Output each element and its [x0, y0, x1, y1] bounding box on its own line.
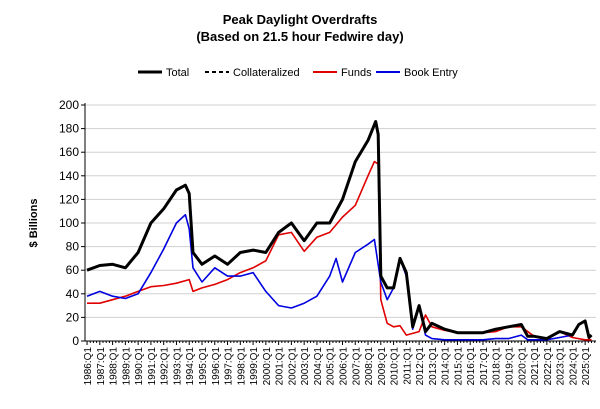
y-tick-label: 0 [72, 334, 79, 348]
x-tick-label: 1998:Q1 [236, 347, 247, 386]
x-tick-label: 2025:Q1 [581, 347, 592, 386]
x-tick-label: 2012:Q1 [415, 347, 426, 386]
chart-title: Peak Daylight Overdrafts [223, 12, 378, 27]
x-tick-label: 2019:Q1 [505, 347, 516, 386]
legend-label: Funds [341, 67, 372, 79]
y-tick-label: 20 [66, 310, 80, 324]
legend-label: Collateralized [233, 67, 300, 79]
x-tick-label: 2024:Q1 [568, 347, 579, 386]
x-tick-label: 2017:Q1 [479, 347, 490, 386]
series-line-total [86, 120, 593, 341]
x-tick-label: 1991:Q1 [147, 347, 158, 386]
x-tick-label: 1986:Q1 [83, 347, 94, 386]
x-tick-label: 2022:Q1 [543, 347, 554, 386]
x-tick-label: 1987:Q1 [96, 347, 107, 386]
series-lines [86, 120, 593, 341]
x-tick-label: 2020:Q1 [517, 347, 528, 386]
y-axis: 0 20 40 60 80 100 120 140 160 180 200 [59, 98, 86, 348]
x-tick-label: 2003:Q1 [300, 347, 311, 386]
x-tick-label: 2014:Q1 [441, 347, 452, 386]
x-tick-label: 1990:Q1 [134, 347, 145, 386]
x-tick-label: 1997:Q1 [224, 347, 235, 386]
x-tick-label: 2011:Q1 [402, 347, 413, 385]
legend-label: Book Entry [404, 67, 458, 79]
y-tick-label: 60 [66, 263, 80, 277]
y-tick-label: 80 [66, 240, 80, 254]
y-tick-label: 100 [59, 216, 79, 230]
x-tick-label: 2008:Q1 [364, 347, 375, 386]
x-tick-label: 2001:Q1 [275, 347, 286, 386]
y-tick-label: 120 [59, 192, 79, 206]
x-tick-label: 2010:Q1 [390, 347, 401, 386]
x-tick-label: 2015:Q1 [453, 347, 464, 386]
y-tick-label: 40 [66, 287, 80, 301]
x-tick-label: 1993:Q1 [172, 347, 183, 386]
series-line-funds [87, 160, 592, 341]
x-tick-label: 2021:Q1 [530, 347, 541, 386]
legend-label: Total [166, 67, 189, 79]
x-tick-label: 2007:Q1 [351, 347, 362, 386]
x-tick-label: 2002:Q1 [287, 347, 298, 386]
x-tick-label: 1988:Q1 [109, 347, 120, 386]
y-tick-label: 140 [59, 169, 79, 183]
series-line-book-entry [86, 213, 593, 341]
x-tick-label: 1995:Q1 [198, 347, 209, 386]
chart-subtitle: (Based on 21.5 hour Fedwire day) [196, 29, 403, 44]
x-tick-label: 1994:Q1 [185, 347, 196, 386]
x-tick-label: 2006:Q1 [338, 347, 349, 386]
x-tick-label: 2018:Q1 [492, 347, 503, 386]
x-tick-label: 2009:Q1 [377, 347, 388, 386]
x-tick-label: 1989:Q1 [121, 347, 132, 386]
y-axis-label: $ Billions [28, 199, 40, 248]
x-tick-label: 1999:Q1 [249, 347, 260, 386]
x-tick-label: 2016:Q1 [466, 347, 477, 386]
y-tick-label: 200 [59, 98, 79, 112]
gridlines [85, 104, 596, 318]
x-tick-label: 1992:Q1 [160, 347, 171, 386]
x-tick-label: 1996:Q1 [211, 347, 222, 386]
x-tick-label: 2004:Q1 [313, 347, 324, 386]
x-tick-label: 2000:Q1 [262, 347, 273, 386]
y-tick-label: 160 [59, 145, 79, 159]
x-tick-label: 2005:Q1 [326, 347, 337, 386]
x-tick-label: 2023:Q1 [556, 347, 567, 386]
x-axis: 1986:Q1 1987:Q1 1988:Q1 1989:Q1 1990:Q1 1991:… [83, 340, 596, 386]
legend: Total Collateralized Funds Book Entry [138, 67, 458, 79]
x-tick-label: 2013:Q1 [428, 347, 439, 386]
y-tick-label: 180 [59, 122, 79, 136]
